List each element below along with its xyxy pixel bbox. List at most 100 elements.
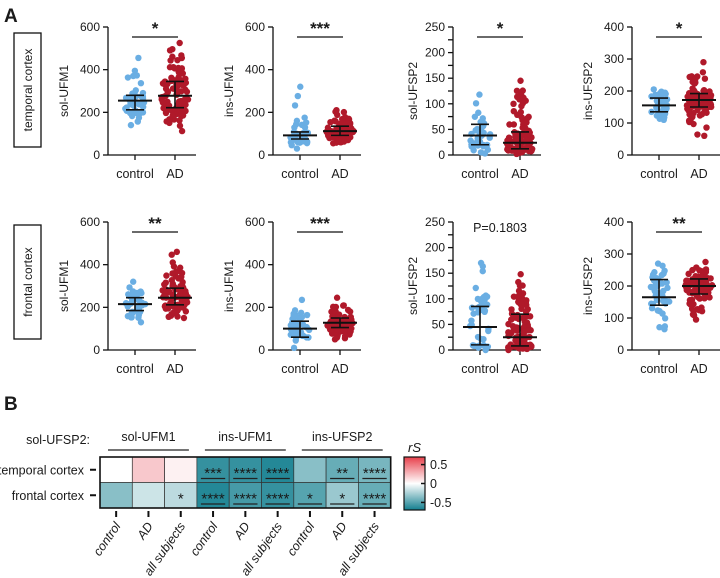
data-point-AD <box>341 332 349 340</box>
data-point-AD <box>684 93 691 100</box>
data-point-control <box>305 326 313 334</box>
data-point-AD <box>510 100 517 108</box>
y-axis-label: sol-UFSP2 <box>406 257 420 315</box>
x-tick-label: control <box>116 167 154 181</box>
colorbar-tick-label: 0.5 <box>430 458 447 472</box>
data-point-control <box>483 344 490 351</box>
heatmap-row-label: temporal cortex <box>0 463 85 477</box>
heatmap-group-label: ins-UFM1 <box>218 430 272 444</box>
data-point-AD <box>515 147 523 154</box>
data-point-control <box>298 296 306 304</box>
data-point-control <box>128 314 135 321</box>
data-point-AD <box>700 59 707 66</box>
data-point-AD <box>513 93 521 101</box>
data-point-AD <box>686 73 693 81</box>
data-point-control <box>135 54 142 62</box>
y-tick-label: 400 <box>80 63 100 77</box>
y-tick-label: 100 <box>425 292 445 306</box>
data-point-control <box>130 72 137 80</box>
heatmap-group-label: sol-UFM1 <box>121 430 175 444</box>
colorbar-tick-label: 0 <box>430 477 437 491</box>
data-point-AD <box>332 108 339 115</box>
data-point-AD <box>515 287 523 295</box>
data-point-control <box>479 267 486 275</box>
data-point-AD <box>684 286 691 293</box>
x-tick-label: AD <box>166 167 183 181</box>
data-point-AD <box>524 115 531 122</box>
heatmap-significance: * <box>307 490 313 507</box>
y-tick-label: 0 <box>438 148 445 162</box>
data-point-control <box>290 312 297 320</box>
data-point-AD <box>178 112 185 120</box>
row-label-frontal: frontal cortex <box>13 224 42 340</box>
data-point-AD <box>519 282 526 289</box>
data-point-control <box>138 289 145 297</box>
data-point-AD <box>691 100 699 107</box>
data-point-AD <box>178 127 186 135</box>
panel-label-b: B <box>4 394 18 415</box>
panel-label-a: A <box>4 6 18 27</box>
data-point-control <box>472 100 480 107</box>
data-point-AD <box>160 80 168 88</box>
x-tick-label: AD <box>690 362 707 376</box>
heatmap-column-label: control <box>284 519 318 559</box>
y-tick-label: 0 <box>93 343 100 357</box>
heatmap-cell <box>164 482 198 509</box>
data-point-control <box>661 315 669 322</box>
y-tick-label: 200 <box>604 84 624 98</box>
data-point-AD <box>507 343 514 351</box>
data-point-AD <box>162 106 169 114</box>
heatmap-significance: **** <box>266 490 290 507</box>
y-tick-label: 250 <box>425 215 445 229</box>
heatmap-cell <box>131 456 165 483</box>
y-axis-label: sol-UFM1 <box>57 260 71 312</box>
data-point-AD <box>166 116 173 123</box>
data-point-AD <box>522 124 529 132</box>
dot-plot-sol-UFM1-frontal: 0 200 400 600 sol-UFM1 control AD ** <box>57 214 196 376</box>
y-tick-label: 300 <box>604 247 624 261</box>
y-axis-label: ins-UFM1 <box>222 260 236 312</box>
data-point-control <box>654 307 661 314</box>
data-point-control <box>480 120 488 127</box>
significance-label: ** <box>672 214 686 233</box>
data-point-AD <box>702 266 710 273</box>
data-point-AD <box>517 77 524 84</box>
data-point-AD <box>335 137 342 145</box>
data-point-AD <box>168 74 175 82</box>
data-point-AD <box>510 107 518 115</box>
data-point-control <box>293 145 301 152</box>
data-point-AD <box>180 314 188 322</box>
data-point-control <box>665 298 673 305</box>
y-tick-label: 600 <box>80 215 100 229</box>
y-tick-label: 50 <box>432 122 446 136</box>
data-point-AD <box>515 278 522 286</box>
significance-label: * <box>152 19 159 38</box>
heatmap-significance: * <box>178 490 184 507</box>
data-point-AD <box>333 294 341 301</box>
data-point-AD <box>515 292 523 299</box>
data-point-AD <box>183 88 191 95</box>
x-tick-label: AD <box>690 167 707 181</box>
data-point-AD <box>340 302 347 309</box>
data-point-control <box>297 83 304 90</box>
data-point-AD <box>176 264 184 271</box>
data-point-AD <box>171 310 179 317</box>
data-point-control <box>650 86 657 93</box>
colorbar-label: rS <box>408 440 421 455</box>
y-tick-label: 400 <box>604 20 624 34</box>
data-point-control <box>132 92 140 100</box>
data-point-control <box>302 119 310 126</box>
data-point-control <box>124 74 132 81</box>
y-tick-label: 150 <box>425 71 445 85</box>
heatmap-significance: **** <box>363 490 387 507</box>
data-point-control <box>131 67 139 74</box>
data-point-control <box>293 321 301 329</box>
data-point-AD <box>162 85 170 92</box>
data-point-AD <box>178 88 185 95</box>
data-point-AD <box>703 109 710 116</box>
data-point-control <box>661 89 669 96</box>
heatmap-column-label: control <box>188 519 222 559</box>
heatmap-group-label: ins-UFSP2 <box>312 430 372 444</box>
data-point-control <box>135 114 143 121</box>
